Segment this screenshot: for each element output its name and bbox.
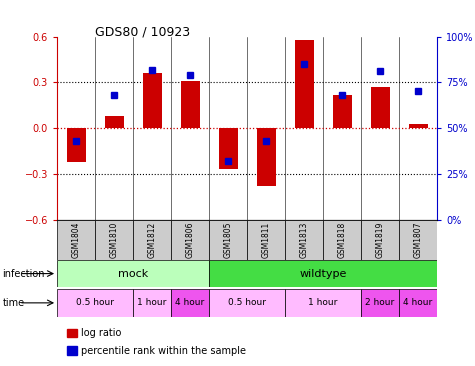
- Bar: [133, 289, 171, 317]
- Text: 1 hour: 1 hour: [308, 298, 338, 307]
- Bar: [361, 289, 399, 317]
- Text: 4 hour: 4 hour: [175, 298, 205, 307]
- Bar: [104, 116, 124, 128]
- Bar: [399, 289, 437, 317]
- Text: GSM1807: GSM1807: [414, 221, 422, 258]
- Text: GSM1806: GSM1806: [186, 221, 194, 258]
- Bar: [323, 220, 361, 260]
- Bar: [66, 128, 85, 162]
- Text: GSM1813: GSM1813: [300, 221, 308, 258]
- Text: log ratio: log ratio: [81, 328, 121, 338]
- Text: 0.5 hour: 0.5 hour: [228, 298, 266, 307]
- Text: 1 hour: 1 hour: [137, 298, 167, 307]
- Bar: [209, 289, 285, 317]
- Bar: [370, 87, 389, 128]
- Bar: [180, 81, 200, 128]
- Text: GSM1810: GSM1810: [110, 221, 118, 258]
- Text: time: time: [2, 298, 25, 308]
- Text: wildtype: wildtype: [299, 269, 347, 279]
- Bar: [256, 128, 275, 186]
- Text: GSM1805: GSM1805: [224, 221, 232, 258]
- Text: GDS80 / 10923: GDS80 / 10923: [95, 26, 190, 39]
- Bar: [399, 220, 437, 260]
- Bar: [133, 220, 171, 260]
- Text: 2 hour: 2 hour: [365, 298, 395, 307]
- Text: GSM1818: GSM1818: [338, 221, 346, 258]
- Text: GSM1811: GSM1811: [262, 221, 270, 258]
- Text: GSM1819: GSM1819: [376, 221, 384, 258]
- Bar: [171, 289, 209, 317]
- Bar: [408, 123, 428, 128]
- Bar: [57, 220, 95, 260]
- Bar: [285, 289, 361, 317]
- Bar: [209, 260, 437, 287]
- Text: 4 hour: 4 hour: [403, 298, 433, 307]
- Bar: [171, 220, 209, 260]
- Bar: [361, 220, 399, 260]
- Bar: [209, 220, 247, 260]
- Text: infection: infection: [2, 269, 45, 279]
- Text: GSM1812: GSM1812: [148, 221, 156, 258]
- Text: GSM1804: GSM1804: [72, 221, 80, 258]
- Bar: [95, 220, 133, 260]
- Bar: [294, 40, 314, 128]
- Bar: [218, 128, 238, 169]
- Text: 0.5 hour: 0.5 hour: [76, 298, 114, 307]
- Bar: [142, 73, 162, 128]
- Bar: [247, 220, 285, 260]
- Bar: [57, 289, 133, 317]
- Bar: [332, 94, 352, 128]
- Bar: [285, 220, 323, 260]
- Bar: [57, 260, 209, 287]
- Text: mock: mock: [118, 269, 148, 279]
- Text: percentile rank within the sample: percentile rank within the sample: [81, 346, 246, 356]
